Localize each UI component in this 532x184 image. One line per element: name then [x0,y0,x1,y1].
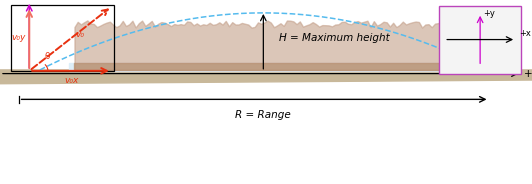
Text: +x: +x [519,29,530,38]
Text: v₀y: v₀y [12,33,26,42]
Text: +y: +y [483,9,495,18]
Bar [11,5,114,71]
Text: R = Range: R = Range [236,110,291,120]
Bar [439,6,521,74]
Text: H = Maximum height: H = Maximum height [279,33,390,43]
Text: θ: θ [44,52,49,61]
Text: v₀: v₀ [76,30,85,39]
Text: v₀x: v₀x [64,76,79,85]
Text: +x: +x [524,69,532,79]
Polygon shape [0,70,532,84]
Bar [69,63,468,71]
